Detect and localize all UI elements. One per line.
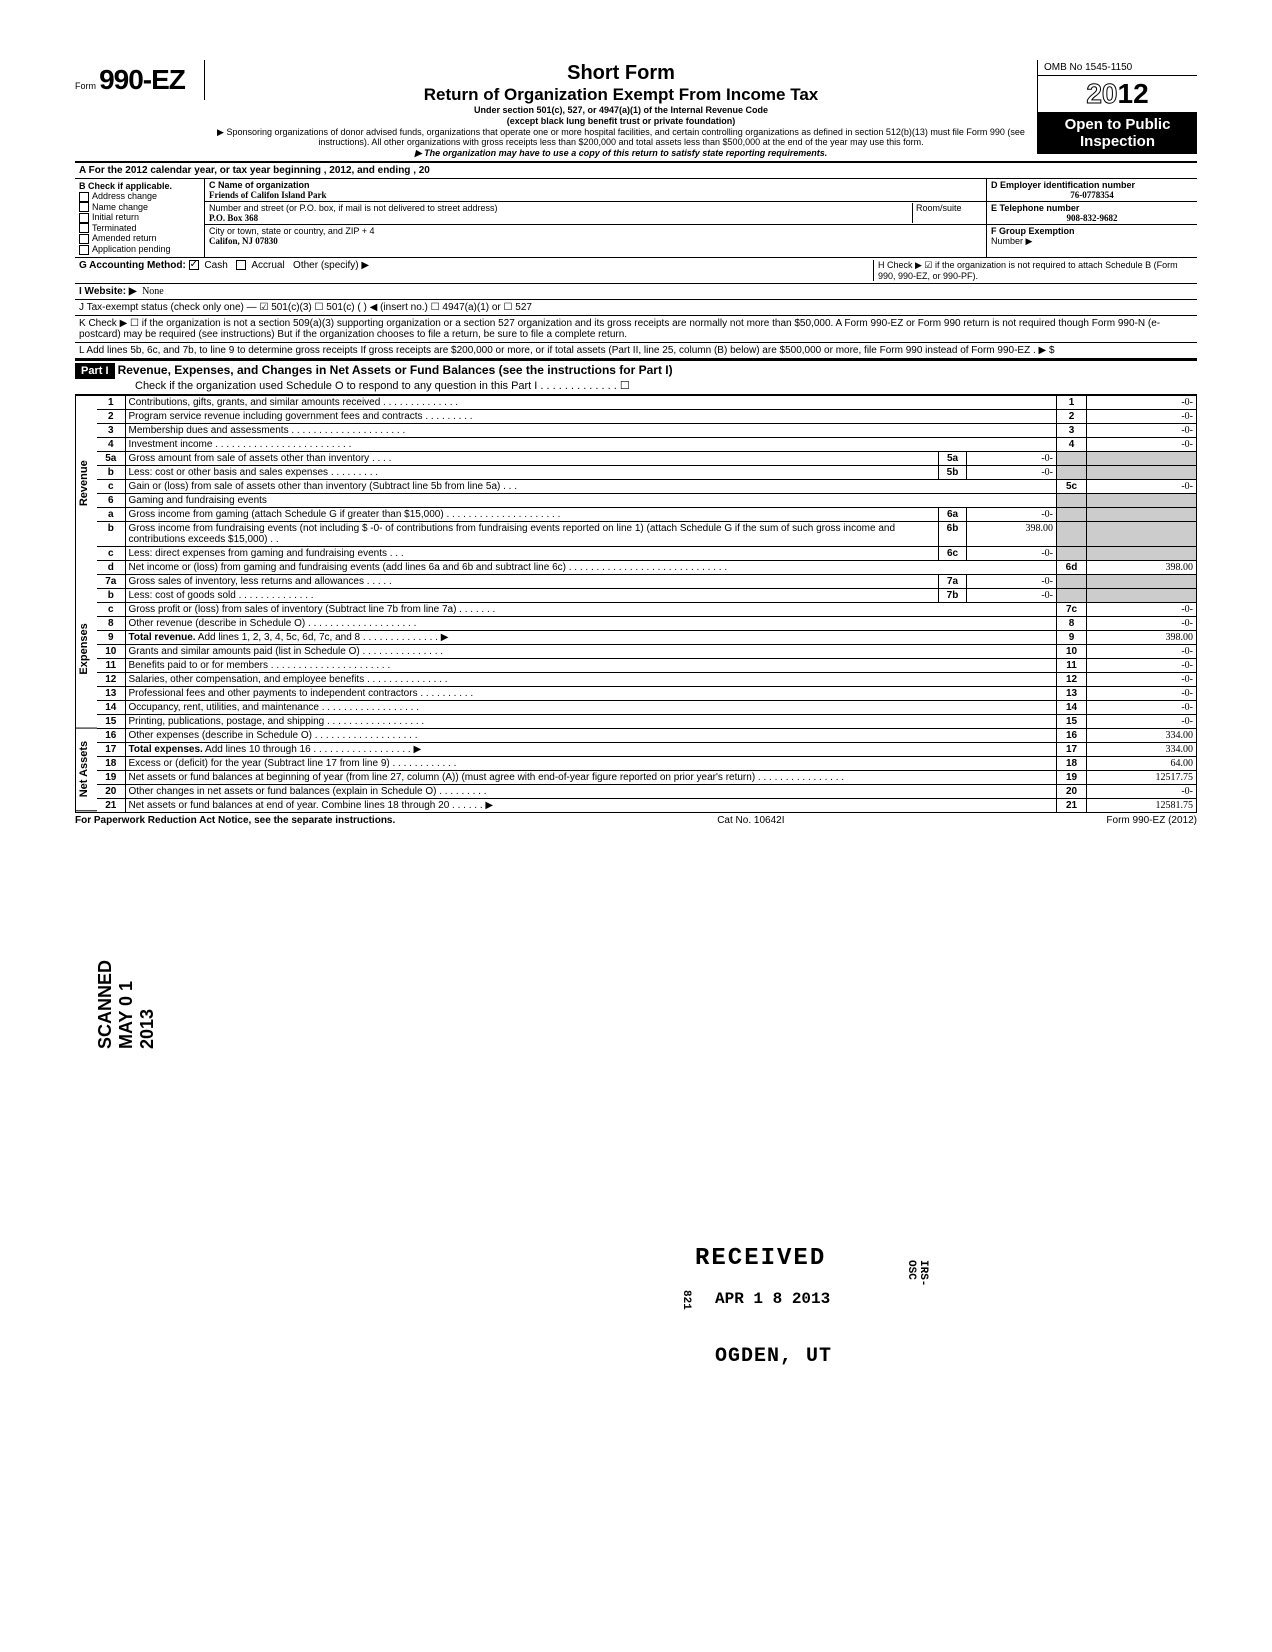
received-stamp: RECEIVED	[695, 1245, 826, 1272]
line-row: 13Professional fees and other payments t…	[97, 686, 1197, 700]
line-row: 11Benefits paid to or for members . . . …	[97, 658, 1197, 672]
row-i: I Website: ▶ None	[75, 284, 1197, 300]
line-row: 20Other changes in net assets or fund ba…	[97, 784, 1197, 798]
line-row: 3Membership dues and assessments . . . .…	[97, 423, 1197, 437]
part1-header: Part I Revenue, Expenses, and Changes in…	[75, 360, 1197, 395]
title-line1: Under section 501(c), 527, or 4947(a)(1)…	[213, 105, 1029, 116]
line-row: 19Net assets or fund balances at beginni…	[97, 770, 1197, 784]
line-row: 17Total expenses. Add lines 10 through 1…	[97, 742, 1197, 756]
info-grid: B Check if applicable. Address change Na…	[75, 179, 1197, 258]
org-name: Friends of Califon Island Park	[209, 190, 327, 200]
title-line2: (except black lung benefit trust or priv…	[213, 116, 1029, 127]
irs-stamp: IRS-OSC	[905, 1260, 929, 1286]
side-netassets: Net Assets	[76, 728, 97, 811]
line-row: 4Investment income . . . . . . . . . . .…	[97, 437, 1197, 451]
footer: For Paperwork Reduction Act Notice, see …	[75, 813, 1197, 826]
line-row: 8Other revenue (describe in Schedule O) …	[97, 616, 1197, 630]
line-row: 18Excess or (deficit) for the year (Subt…	[97, 756, 1197, 770]
org-city: Califon, NJ 07830	[209, 236, 278, 246]
room-suite: Room/suite	[912, 203, 982, 223]
line-row: bLess: cost of goods sold . . . . . . . …	[97, 588, 1197, 602]
line-row: 21Net assets or fund balances at end of …	[97, 798, 1197, 812]
chk-initial-return[interactable]: Initial return	[79, 212, 200, 223]
section-e-label: E Telephone number	[991, 203, 1079, 213]
lines-table: 1Contributions, gifts, grants, and simil…	[97, 395, 1197, 813]
scanned-stamp: SCANNED MAY 0 1 2013	[95, 960, 158, 1049]
open-public: Open to Public Inspection	[1038, 112, 1197, 154]
row-l: L Add lines 5b, 6c, and 7b, to line 9 to…	[75, 343, 1197, 360]
side-expenses: Expenses	[76, 571, 97, 729]
city-label: City or town, state or country, and ZIP …	[209, 226, 375, 236]
row-a-tax-year: A For the 2012 calendar year, or tax yea…	[75, 163, 1197, 179]
section-b-header: B Check if applicable.	[79, 181, 200, 191]
row-h: H Check ▶ ☑ if the organization is not r…	[873, 260, 1193, 281]
line-row: cLess: direct expenses from gaming and f…	[97, 546, 1197, 560]
chk-address-change[interactable]: Address change	[79, 191, 200, 202]
chk-accrual[interactable]	[236, 260, 246, 270]
title-line3: ▶ Sponsoring organizations of donor advi…	[213, 127, 1029, 149]
row-k: K Check ▶ ☐ if the organization is not a…	[75, 316, 1197, 343]
n821-stamp: 821	[680, 1290, 692, 1310]
chk-name-change[interactable]: Name change	[79, 202, 200, 213]
form-header: Form 990-EZ Short Form Return of Organiz…	[75, 60, 1197, 163]
line-row: 6Gaming and fundraising events	[97, 493, 1197, 507]
line-row: 10Grants and similar amounts paid (list …	[97, 644, 1197, 658]
line-row: bLess: cost or other basis and sales exp…	[97, 465, 1197, 479]
line-row: 12Salaries, other compensation, and empl…	[97, 672, 1197, 686]
date-stamp: APR 1 8 2013	[715, 1290, 830, 1308]
line-row: bGross income from fundraising events (n…	[97, 521, 1197, 546]
chk-terminated[interactable]: Terminated	[79, 223, 200, 234]
section-f-label2: Number ▶	[991, 236, 1032, 246]
line-row: 1Contributions, gifts, grants, and simil…	[97, 395, 1197, 409]
chk-amended-return[interactable]: Amended return	[79, 233, 200, 244]
line-row: cGross profit or (loss) from sales of in…	[97, 602, 1197, 616]
row-g: G Accounting Method: Cash Accrual Other …	[75, 258, 1197, 284]
addr-label: Number and street (or P.O. box, if mail …	[209, 203, 497, 213]
line-row: 15Printing, publications, postage, and s…	[97, 714, 1197, 728]
line-row: 5aGross amount from sale of assets other…	[97, 451, 1197, 465]
title-sub: Return of Organization Exempt From Incom…	[213, 85, 1029, 105]
section-d-label: D Employer identification number	[991, 180, 1135, 190]
row-j: J Tax-exempt status (check only one) — ☑…	[75, 300, 1197, 316]
phone: 908-832-9682	[991, 213, 1193, 223]
tax-year: 2012	[1038, 76, 1197, 112]
line-row: aGross income from gaming (attach Schedu…	[97, 507, 1197, 521]
line-row: dNet income or (loss) from gaming and fu…	[97, 560, 1197, 574]
line-row: 7aGross sales of inventory, less returns…	[97, 574, 1197, 588]
line-row: 16Other expenses (describe in Schedule O…	[97, 728, 1197, 742]
line-row: 2Program service revenue including gover…	[97, 409, 1197, 423]
chk-application-pending[interactable]: Application pending	[79, 244, 200, 255]
form-prefix: Form	[75, 81, 96, 91]
section-f-label: F Group Exemption	[991, 226, 1075, 236]
line-row: 9Total revenue. Add lines 1, 2, 3, 4, 5c…	[97, 630, 1197, 644]
title-line4: ▶ The organization may have to use a cop…	[213, 148, 1029, 159]
line-row: cGain or (loss) from sale of assets othe…	[97, 479, 1197, 493]
ogden-stamp: OGDEN, UT	[715, 1345, 832, 1368]
website: None	[142, 286, 164, 297]
side-revenue: Revenue	[76, 396, 97, 571]
chk-cash[interactable]	[189, 260, 199, 270]
ein: 76-0778354	[991, 190, 1193, 200]
title-main: Short Form	[213, 62, 1029, 85]
omb-number: OMB No 1545-1150	[1038, 60, 1197, 76]
org-address: P.O. Box 368	[209, 213, 258, 223]
section-c-label: C Name of organization	[209, 180, 310, 190]
form-number: 990-EZ	[99, 64, 185, 95]
line-row: 14Occupancy, rent, utilities, and mainte…	[97, 700, 1197, 714]
